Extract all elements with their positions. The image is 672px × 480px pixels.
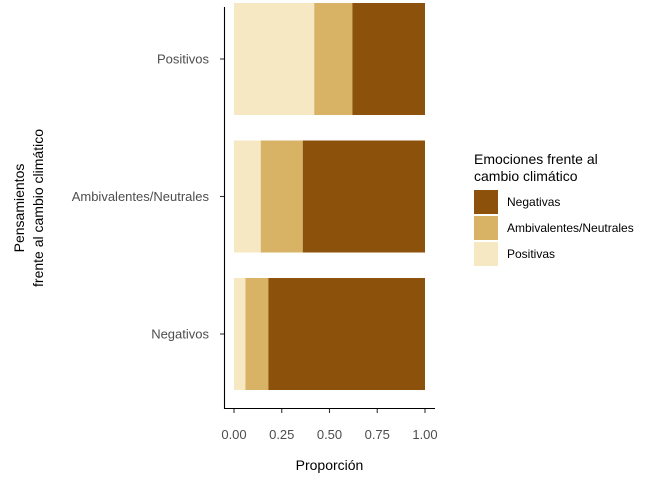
bar-positivos-ambivalentes-neutrales [314, 3, 353, 115]
y-axis-title-line-1: Pensamientos [11, 164, 27, 253]
x-axis-title: Proporción [296, 457, 364, 473]
y-ticks-group: Negativos Ambivalentes/Neutrales Positivos [72, 52, 224, 342]
legend-swatch [474, 216, 498, 240]
bar-negativos-negativas [268, 278, 425, 390]
legend-label: Negativas [507, 195, 560, 209]
legend-swatch [474, 242, 498, 266]
legend-label: Positivas [507, 247, 555, 261]
y-tick-label: Positivos [157, 52, 210, 67]
y-tick-label: Ambivalentes/Neutrales [72, 189, 210, 204]
legend: Emociones frente al cambio climático Neg… [474, 151, 634, 266]
bars-group [234, 3, 425, 390]
bar-negativos-ambivalentes-neutrales [245, 278, 269, 390]
bar-positivos-negativas [352, 3, 425, 115]
bar-positivos-positivas [234, 3, 315, 115]
x-ticks-group: 0.00 0.25 0.50 0.75 1.00 [221, 409, 438, 442]
bar-negativos-positivas [234, 278, 246, 390]
axes-group [223, 7, 435, 410]
x-tick-label: 0.50 [317, 427, 342, 442]
legend-items: Negativas Ambivalentes/Neutrales Positivas [474, 190, 634, 266]
bar-ambivalentes-neutrales-positivas [234, 140, 261, 253]
legend-title-line-1: Emociones frente al [474, 151, 598, 167]
x-tick-label: 0.25 [269, 427, 294, 442]
y-tick-label: Negativos [151, 327, 209, 342]
legend-label: Ambivalentes/Neutrales [507, 221, 634, 235]
legend-title-line-2: cambio climático [474, 168, 578, 184]
bar-ambivalentes-neutrales-ambivalentes-neutrales [260, 140, 303, 253]
bar-ambivalentes-neutrales-negativas [302, 140, 425, 253]
legend-swatch [474, 190, 498, 214]
x-tick-label: 0.75 [365, 427, 390, 442]
y-axis-title: Pensamientos frente al cambio climático [11, 129, 46, 287]
x-tick-label: 0.00 [221, 427, 246, 442]
x-tick-label: 1.00 [412, 427, 437, 442]
y-axis-title-line-2: frente al cambio climático [30, 129, 46, 287]
